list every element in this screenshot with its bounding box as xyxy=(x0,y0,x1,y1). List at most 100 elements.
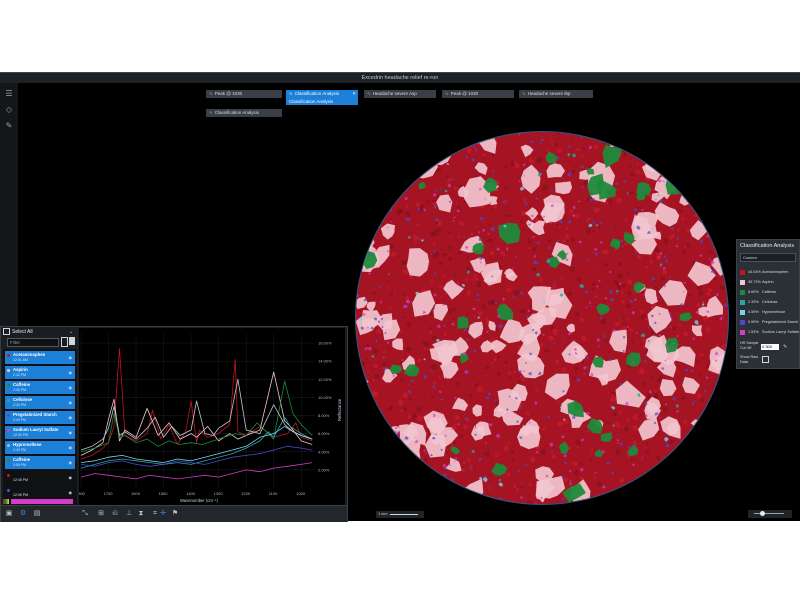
spectrum-series-line[interactable] xyxy=(80,378,313,451)
particle xyxy=(474,433,477,436)
roi-tool-icon[interactable]: ⊞ xyxy=(98,510,104,517)
drop-icon[interactable]: ◇ xyxy=(5,105,13,114)
chip-headache-ibp[interactable]: ∿ Headache severe Ibp xyxy=(519,90,593,98)
select-all-row[interactable]: Select All ⌄ xyxy=(3,328,77,336)
spectra-plot[interactable]: 16.00% 14.00% 12.00% 10.00% 8.00% 6.00% 4.00% 2… xyxy=(76,328,345,506)
chip-sub-classification[interactable]: Classification Analysis xyxy=(286,98,358,105)
show-raw-checkbox[interactable] xyxy=(762,356,769,363)
spectrum-list-item[interactable]: Acetaminophen 12:01 AM ◉ xyxy=(5,351,75,364)
edit-icon[interactable]: ✎ xyxy=(783,344,788,350)
classification-map-image[interactable] xyxy=(356,132,728,504)
class-swatch[interactable] xyxy=(740,270,745,275)
class-swatch[interactable] xyxy=(740,310,745,315)
class-row[interactable]: 0.59% Pregelatinized Starch xyxy=(740,319,798,326)
spectrum-series-line[interactable] xyxy=(80,348,313,460)
particle xyxy=(585,355,589,359)
class-swatch[interactable] xyxy=(740,300,745,305)
class-swatch[interactable] xyxy=(740,320,745,325)
pencil-icon[interactable]: ✎ xyxy=(5,121,13,130)
spectrum-list-item[interactable]: Pregelatinized Starch 2:40 PM ◉ xyxy=(5,411,75,424)
particle xyxy=(494,358,497,361)
save-icon[interactable] xyxy=(69,337,75,345)
spectrum-series-line[interactable] xyxy=(80,380,313,453)
color-swatch-icon[interactable] xyxy=(3,499,9,504)
particle xyxy=(472,242,485,255)
class-swatch[interactable] xyxy=(740,290,745,295)
classification-method-select[interactable]: Custom xyxy=(740,253,796,262)
visibility-icon[interactable]: ◉ xyxy=(68,370,73,375)
hit-cutoff-input[interactable]: 0.300 xyxy=(761,344,779,350)
flag-tool-icon[interactable]: ⚑ xyxy=(171,510,179,517)
particle xyxy=(474,147,478,152)
visibility-icon[interactable]: ◉ xyxy=(68,445,73,450)
class-row[interactable]: 44.04% Acetaminophen xyxy=(740,269,798,276)
class-row[interactable]: 2.33% Cellulose xyxy=(740,299,798,306)
chip-peak-1030-b[interactable]: ∿ Peak @ 1030 xyxy=(442,90,514,98)
particle xyxy=(375,313,393,330)
spectrum-list-item[interactable]: Cellulose 2:40 PM ◉ xyxy=(5,396,75,409)
menu-icon[interactable]: ☰ xyxy=(5,89,13,98)
particle xyxy=(564,234,570,240)
zoom-slider[interactable] xyxy=(748,510,792,518)
spectrum-list-item[interactable]: Sodium Lauryl Sulfate 12:39 PM ◉ xyxy=(5,426,75,439)
particle xyxy=(438,376,441,379)
chip-classification-2[interactable]: ∿ Classification Analysis xyxy=(206,109,282,117)
visibility-icon[interactable]: ◉ xyxy=(68,400,73,405)
save-file-icon[interactable]: ▣ xyxy=(5,510,13,517)
particle xyxy=(646,442,649,446)
class-row[interactable]: 0.59% Hypromellose xyxy=(740,309,798,316)
class-swatch[interactable] xyxy=(740,280,745,285)
normalize-tool-icon[interactable]: ⧗ xyxy=(138,510,144,517)
spectrum-series-line[interactable] xyxy=(80,426,313,464)
visibility-icon[interactable]: ◉ xyxy=(68,430,73,435)
particle xyxy=(506,199,509,202)
spectrum-list-item[interactable]: 12:45 PM ◉ xyxy=(5,486,75,499)
measure-tool-icon[interactable]: ⤡ xyxy=(82,510,88,517)
chip-peak-1030[interactable]: ∿ Peak @ 1030 xyxy=(206,90,282,98)
select-all-checkbox[interactable] xyxy=(3,328,10,336)
particle xyxy=(416,223,420,227)
peak-tool-icon[interactable]: ⎌ xyxy=(112,510,118,517)
particle xyxy=(431,364,438,371)
spectrum-series-line[interactable] xyxy=(80,445,313,467)
visibility-icon[interactable]: ◉ xyxy=(68,355,73,360)
visibility-icon[interactable]: ◉ xyxy=(68,475,73,480)
particle xyxy=(520,496,523,499)
visibility-icon[interactable]: ◉ xyxy=(68,385,73,390)
spectrum-list-item[interactable]: Caffeine 2:40 PM ◉ xyxy=(5,381,75,394)
cursor-tool-icon[interactable]: ✛ xyxy=(160,510,166,517)
clipboard-icon[interactable]: ▤ xyxy=(33,510,41,517)
particle xyxy=(388,272,390,275)
gear-icon[interactable]: ⚙ xyxy=(19,510,27,517)
chip-headache-asp[interactable]: ∿ Headache severe Asp xyxy=(364,90,436,98)
particle xyxy=(518,180,521,182)
chevron-down-icon[interactable]: ⌄ xyxy=(69,329,74,335)
spectrum-series-line[interactable] xyxy=(80,462,313,480)
particle xyxy=(631,311,635,315)
spectrum-list-item[interactable]: Caffeine 2:55 PM ◉ xyxy=(5,456,75,469)
class-row[interactable]: 39.72% Aspirin xyxy=(740,279,798,286)
visibility-icon[interactable]: ◉ xyxy=(68,490,73,495)
spectrum-tool-icon[interactable]: ⌗ xyxy=(153,510,157,517)
spectra-list[interactable]: Acetaminophen 12:01 AM ◉ Aspirin 2:42 PM ◉ Caf… xyxy=(3,349,77,511)
spectrum-series-line[interactable] xyxy=(80,371,313,456)
particle xyxy=(485,239,488,242)
baseline-tool-icon[interactable]: ⊥ xyxy=(125,510,133,517)
particle xyxy=(532,149,535,152)
file-icon[interactable] xyxy=(61,337,68,347)
particle xyxy=(622,426,625,429)
class-swatch[interactable] xyxy=(740,330,745,335)
visibility-icon[interactable]: ◉ xyxy=(68,460,73,465)
particle xyxy=(616,438,619,441)
particle xyxy=(429,342,453,366)
close-icon[interactable]: ✕ xyxy=(352,91,356,96)
chip-classification-active[interactable]: ∿ Classification Analysis ✕ xyxy=(286,90,358,98)
spectra-filter-input[interactable]: Filter xyxy=(7,338,59,347)
spectrum-list-item[interactable]: Aspirin 2:42 PM ◉ xyxy=(5,366,75,379)
spectrum-list-item[interactable]: 12:45 PM ◉ xyxy=(5,471,75,484)
zoom-thumb[interactable] xyxy=(760,511,765,516)
class-row[interactable]: 8.69% Caffeine xyxy=(740,289,798,296)
visibility-icon[interactable]: ◉ xyxy=(68,415,73,420)
spectrum-list-item[interactable]: Hypromellose 2:40 PM ◉ xyxy=(5,441,75,454)
class-row[interactable]: 1.53% Sodium Lauryl Sulfate xyxy=(740,329,799,336)
